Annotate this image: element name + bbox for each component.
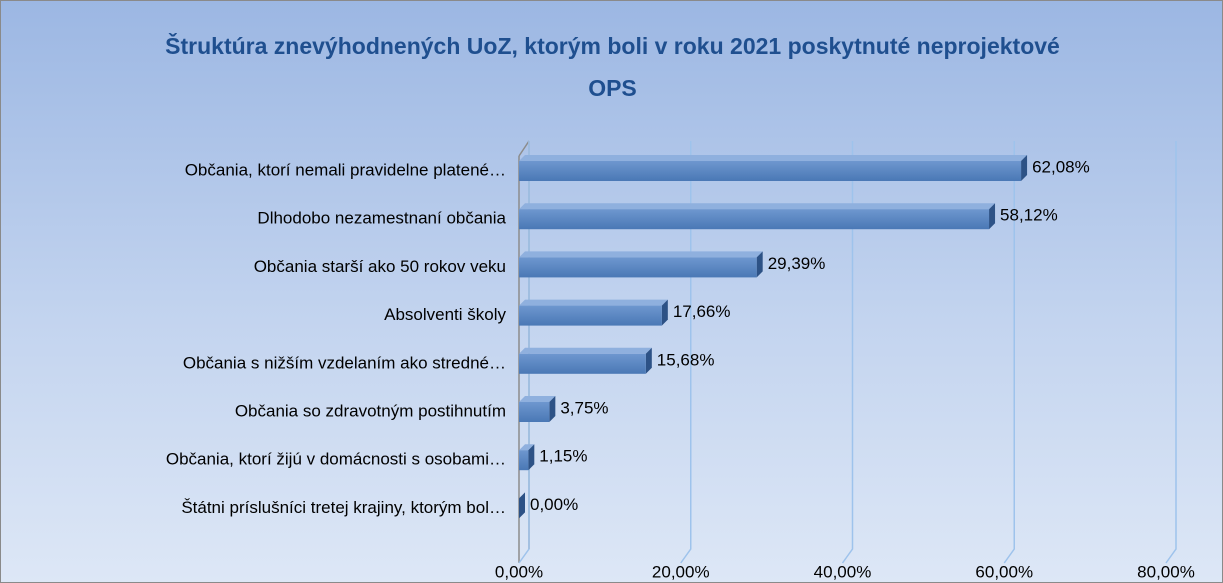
bar xyxy=(519,492,525,519)
y-tick-label: Občania starší ako 50 rokov veku xyxy=(254,257,506,276)
bar-face xyxy=(519,257,757,278)
grid-line xyxy=(841,141,854,564)
bar-face xyxy=(519,347,652,354)
bar-face xyxy=(519,251,763,258)
x-tick-label: 20,00% xyxy=(652,562,710,581)
axis-edge xyxy=(518,140,530,157)
y-tick-label: Štátni príslušníci tretej krajiny, ktorý… xyxy=(181,498,506,517)
bar-face xyxy=(549,396,556,422)
x-tick-label: 80,00% xyxy=(1137,562,1195,581)
bar-face xyxy=(519,450,529,471)
x-tick-label: 0,00% xyxy=(495,562,543,581)
y-tick-label: Absolventi školy xyxy=(384,305,506,324)
bar-face xyxy=(519,396,556,402)
bar xyxy=(519,203,996,230)
data-label: 1,15% xyxy=(539,447,587,466)
data-label: 0,00% xyxy=(530,495,578,514)
data-label: 58,12% xyxy=(1000,206,1058,225)
data-label: 3,75% xyxy=(560,398,608,417)
bar xyxy=(519,155,1028,181)
grid-line xyxy=(1165,141,1177,564)
bar xyxy=(519,444,535,471)
bar-face xyxy=(519,155,1028,161)
y-tick-label: Občania so zdravotným postihnutím xyxy=(235,401,506,420)
data-label: 62,08% xyxy=(1032,157,1090,176)
bar-face xyxy=(519,203,996,210)
chart-title: Štruktúra znevýhodnených UoZ, ktorým bol… xyxy=(165,33,1060,101)
bar xyxy=(519,347,652,374)
bar-face xyxy=(519,161,1022,181)
bar-face xyxy=(519,353,646,374)
bar-face xyxy=(519,299,668,306)
data-label: 15,68% xyxy=(657,350,715,369)
data-label: 29,39% xyxy=(768,254,826,273)
bar xyxy=(519,299,668,326)
y-tick-label: Dlhodobo nezamestnaní občania xyxy=(257,209,506,228)
bar-face xyxy=(519,209,990,230)
bar-face xyxy=(1021,155,1028,181)
bar-face xyxy=(519,305,662,326)
bar xyxy=(519,251,763,278)
y-tick-label: Občania s nižším vzdelaním ako stredné… xyxy=(183,353,506,372)
bar-face xyxy=(519,402,550,422)
data-label: 17,66% xyxy=(673,302,731,321)
bar-face xyxy=(645,347,652,374)
x-tick-label: 60,00% xyxy=(975,562,1033,581)
bar xyxy=(519,396,556,422)
bar-face xyxy=(661,299,668,326)
bar-face xyxy=(756,251,763,278)
y-tick-label: Občania, ktorí žijú v domácnosti s osoba… xyxy=(166,450,506,469)
bar-face xyxy=(519,444,535,451)
bar-face xyxy=(528,444,535,471)
grid-line xyxy=(1003,141,1015,564)
bar-face xyxy=(519,492,525,519)
y-tick-label: Občania, ktorí nemali pravidelne platené… xyxy=(185,160,506,179)
x-tick-label: 40,00% xyxy=(814,562,872,581)
bar-face xyxy=(989,203,996,230)
